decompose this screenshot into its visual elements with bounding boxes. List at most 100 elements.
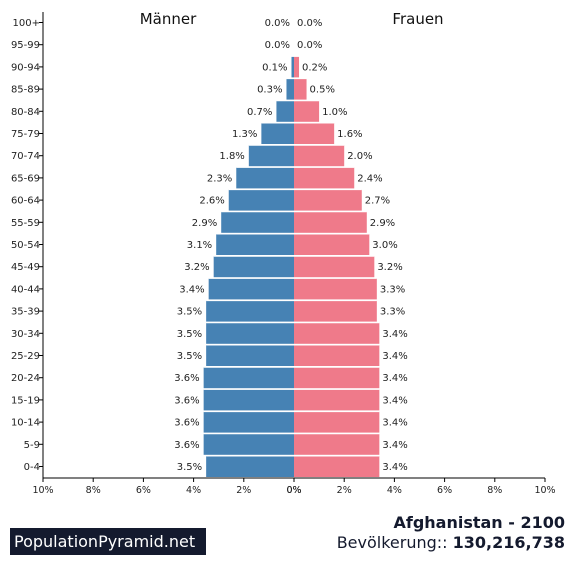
age-group-label: 45-49 — [11, 262, 40, 273]
male-value-label: 3.4% — [179, 284, 204, 295]
x-tick-label: 2% — [337, 485, 352, 496]
male-bar — [216, 234, 294, 255]
x-tick-label: 6% — [437, 485, 452, 496]
x-tick-label: 4% — [186, 485, 201, 496]
age-group-label: 20-24 — [11, 373, 40, 384]
female-value-label: 3.4% — [382, 462, 407, 473]
male-value-label: 0.1% — [262, 62, 287, 73]
age-group-label: 0-4 — [24, 462, 40, 473]
male-bar — [286, 78, 294, 100]
male-value-label: 1.8% — [219, 151, 244, 162]
female-value-label: 3.4% — [382, 329, 407, 340]
age-group-label: 15-19 — [11, 395, 40, 406]
female-bar — [294, 78, 307, 100]
age-group-label: 70-74 — [11, 151, 40, 162]
age-group-label: 60-64 — [11, 196, 40, 207]
population-pyramid-chart: 0.0% 0.0% 100+ 0.0% 0.0% 95-99 0.1% 0.2% 90-94 0.… — [11, 10, 556, 496]
male-value-label: 0.0% — [265, 18, 290, 29]
male-value-label: 3.6% — [174, 440, 199, 451]
female-bar — [294, 234, 370, 255]
age-group-label: 80-84 — [11, 107, 40, 118]
labels: 0.0% 0.0% 100+ 0.0% 0.0% 95-99 0.1% 0.2% 90-94 0.… — [11, 10, 556, 496]
population-label: Bevölkerung:: — [336, 533, 453, 552]
male-bar — [203, 367, 294, 389]
male-bar — [203, 433, 294, 455]
female-value-label: 3.4% — [382, 373, 407, 384]
female-value-label: 1.0% — [322, 107, 347, 118]
female-value-label: 0.0% — [297, 18, 322, 29]
axes — [39, 12, 546, 482]
male-value-label: 1.3% — [232, 129, 257, 140]
female-bar — [294, 278, 377, 300]
female-bar — [294, 389, 380, 411]
population-line: Bevölkerung:: 130,216,738 — [337, 533, 565, 552]
female-bar — [294, 256, 375, 278]
male-bar — [206, 345, 294, 366]
female-value-label: 1.6% — [337, 129, 362, 140]
age-group-label: 25-29 — [11, 351, 40, 362]
male-bar — [236, 167, 294, 189]
male-value-label: 2.6% — [199, 196, 224, 207]
age-group-label: 95-99 — [11, 40, 40, 51]
male-bar — [206, 322, 294, 344]
age-group-label: 5-9 — [24, 440, 40, 451]
population-value: 130,216,738 — [452, 533, 565, 552]
country-year-title: Afghanistan - 2100 — [393, 513, 565, 532]
female-value-label: 3.4% — [382, 395, 407, 406]
male-bar — [291, 56, 294, 78]
female-bar — [294, 411, 380, 433]
male-value-label: 2.9% — [192, 218, 217, 229]
female-bar — [294, 211, 367, 233]
male-bar — [213, 256, 294, 278]
x-tick-label: 0% — [286, 485, 301, 496]
female-header: Frauen — [392, 10, 443, 28]
female-bar — [294, 145, 345, 167]
female-value-label: 2.4% — [357, 173, 382, 184]
x-tick-label: 10% — [534, 485, 555, 496]
female-value-label: 2.7% — [365, 196, 390, 207]
female-value-label: 3.0% — [372, 240, 397, 251]
male-bar — [248, 145, 294, 167]
male-value-label: 0.3% — [257, 85, 282, 96]
female-bar — [294, 123, 335, 144]
male-bar — [206, 456, 294, 477]
age-group-label: 50-54 — [11, 240, 40, 251]
female-value-label: 0.5% — [310, 85, 335, 96]
x-tick-label: 8% — [487, 485, 502, 496]
male-bar — [276, 100, 294, 122]
female-bar — [294, 56, 300, 78]
age-group-label: 10-14 — [11, 418, 40, 429]
male-bar — [221, 211, 294, 233]
age-group-label: 40-44 — [11, 284, 40, 295]
male-value-label: 3.6% — [174, 395, 199, 406]
male-value-label: 0.7% — [247, 107, 272, 118]
male-value-label: 3.1% — [187, 240, 212, 251]
female-bar — [294, 433, 380, 455]
x-tick-label: 10% — [32, 485, 53, 496]
x-tick-label: 8% — [86, 485, 101, 496]
x-tick-label: 4% — [387, 485, 402, 496]
male-value-label: 3.6% — [174, 418, 199, 429]
male-bar — [206, 300, 294, 322]
female-value-label: 3.2% — [377, 262, 402, 273]
male-bars — [203, 56, 294, 477]
male-bar — [228, 189, 294, 211]
male-value-label: 3.6% — [174, 373, 199, 384]
female-value-label: 3.3% — [380, 307, 405, 318]
age-group-label: 30-34 — [11, 329, 40, 340]
female-value-label: 3.4% — [382, 351, 407, 362]
site-logo[interactable]: PopulationPyramid.net — [10, 528, 206, 555]
male-value-label: 3.5% — [177, 329, 202, 340]
male-header: Männer — [140, 10, 197, 28]
male-bar — [203, 411, 294, 433]
female-bar — [294, 367, 380, 389]
male-value-label: 3.5% — [177, 462, 202, 473]
female-bar — [294, 456, 380, 477]
male-bar — [261, 123, 294, 144]
female-value-label: 3.4% — [382, 440, 407, 451]
female-bar — [294, 345, 380, 366]
age-group-label: 100+ — [13, 18, 40, 29]
male-value-label: 2.3% — [207, 173, 232, 184]
age-group-label: 90-94 — [11, 62, 40, 73]
female-bar — [294, 322, 380, 344]
